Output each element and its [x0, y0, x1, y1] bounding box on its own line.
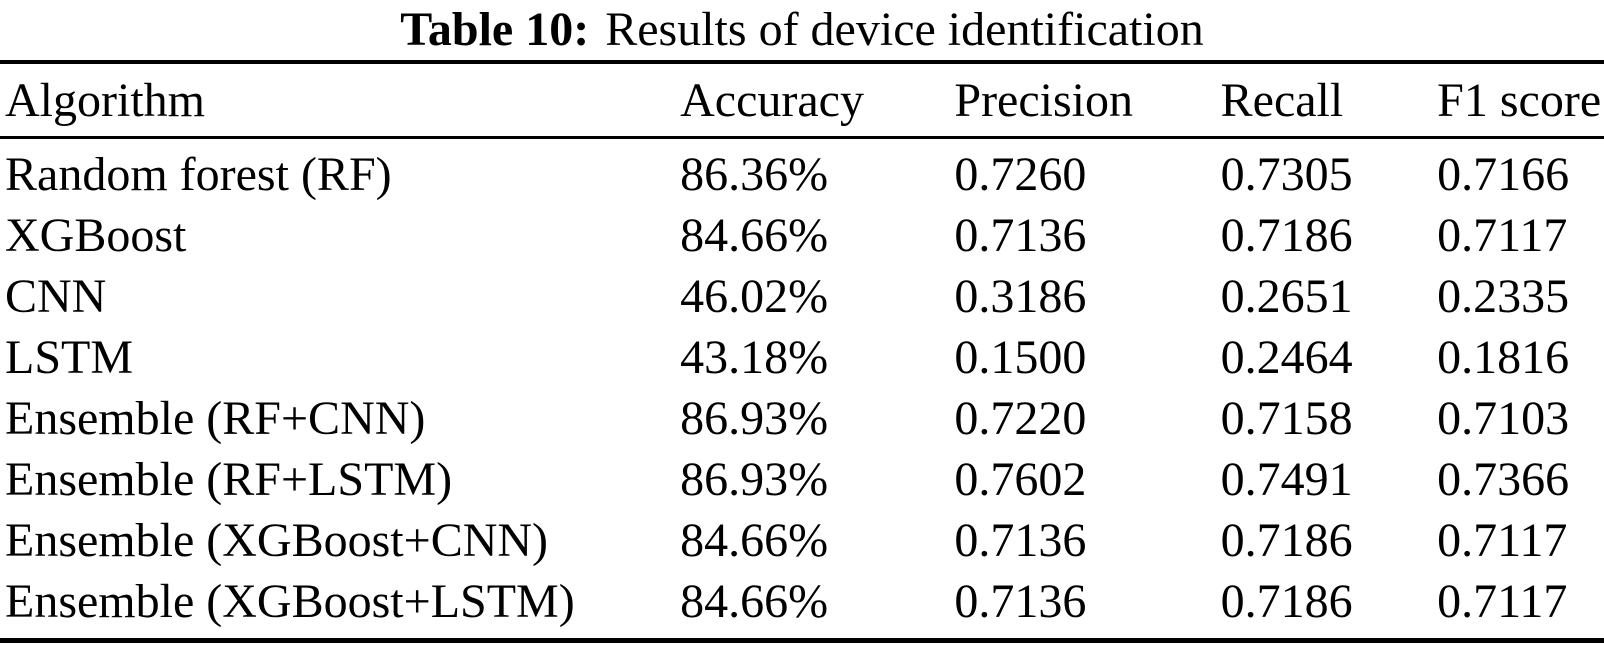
cell-accuracy: 46.02%: [680, 270, 829, 323]
cell-accuracy: 86.93%: [680, 392, 829, 445]
cell-accuracy: 43.18%: [680, 331, 829, 384]
table-row: LSTM 43.18% 0.1500 0.2464 0.1816: [0, 327, 1604, 388]
table-row: Random forest (RF) 86.36% 0.7260 0.7305 …: [0, 138, 1604, 206]
cell-precision: 0.7260: [954, 148, 1087, 201]
column-header-recall: Recall: [1220, 62, 1438, 139]
cell-algorithm: Random forest (RF): [5, 148, 392, 201]
column-header-accuracy: Accuracy: [680, 62, 955, 139]
column-header-precision: Precision: [954, 62, 1221, 139]
cell-f1-score: 0.7166: [1437, 148, 1570, 201]
table-row: Ensemble (RF+LSTM) 86.93% 0.7602 0.7491 …: [0, 449, 1604, 510]
cell-accuracy: 84.66%: [680, 514, 829, 567]
header-row: Algorithm Accuracy Precision Recall F1 s…: [0, 62, 1604, 139]
cell-precision: 0.7136: [954, 514, 1087, 567]
table-caption-text: Results of device identification: [605, 3, 1204, 56]
column-header-algorithm: Algorithm: [0, 62, 681, 139]
cell-f1-score: 0.1816: [1437, 331, 1570, 384]
cell-algorithm: LSTM: [5, 331, 134, 384]
cell-algorithm: Ensemble (XGBoost+LSTM): [5, 575, 575, 628]
cell-algorithm: Ensemble (RF+CNN): [5, 392, 426, 445]
cell-recall: 0.7158: [1220, 392, 1353, 445]
cell-precision: 0.7136: [954, 209, 1087, 262]
table-caption-label: Table 10:: [400, 3, 590, 56]
cell-precision: 0.7220: [954, 392, 1087, 445]
table-row: XGBoost 84.66% 0.7136 0.7186 0.7117: [0, 205, 1604, 266]
cell-accuracy: 84.66%: [680, 209, 829, 262]
cell-recall: 0.2651: [1220, 270, 1353, 323]
table-row: Ensemble (RF+CNN) 86.93% 0.7220 0.7158 0…: [0, 388, 1604, 449]
table-row: Ensemble (XGBoost+LSTM) 84.66% 0.7136 0.…: [0, 571, 1604, 641]
cell-precision: 0.1500: [954, 331, 1087, 384]
cell-recall: 0.7186: [1220, 209, 1353, 262]
cell-f1-score: 0.7366: [1437, 453, 1570, 506]
cell-recall: 0.7186: [1220, 575, 1353, 628]
cell-recall: 0.7186: [1220, 514, 1353, 567]
cell-accuracy: 86.93%: [680, 453, 829, 506]
table-row: Ensemble (XGBoost+CNN) 84.66% 0.7136 0.7…: [0, 510, 1604, 571]
table-caption: Table 10: Results of device identificatio…: [0, 0, 1604, 60]
cell-f1-score: 0.7103: [1437, 392, 1570, 445]
cell-precision: 0.7602: [954, 453, 1087, 506]
cell-f1-score: 0.7117: [1437, 575, 1568, 628]
cell-precision: 0.3186: [954, 270, 1087, 323]
cell-accuracy: 86.36%: [680, 148, 829, 201]
cell-recall: 0.2464: [1220, 331, 1353, 384]
cell-precision: 0.7136: [954, 575, 1087, 628]
cell-accuracy: 84.66%: [680, 575, 829, 628]
cell-algorithm: CNN: [5, 270, 107, 323]
cell-f1-score: 0.7117: [1437, 209, 1568, 262]
results-table: Algorithm Accuracy Precision Recall F1 s…: [0, 60, 1604, 643]
cell-f1-score: 0.7117: [1437, 514, 1568, 567]
cell-algorithm: Ensemble (XGBoost+CNN): [5, 514, 549, 567]
cell-recall: 0.7305: [1220, 148, 1353, 201]
table-row: CNN 46.02% 0.3186 0.2651 0.2335: [0, 266, 1604, 327]
cell-recall: 0.7491: [1220, 453, 1353, 506]
cell-algorithm: XGBoost: [5, 209, 187, 262]
cell-f1-score: 0.2335: [1437, 270, 1570, 323]
cell-algorithm: Ensemble (RF+LSTM): [5, 453, 453, 506]
column-header-f1-score: F1 score: [1437, 62, 1604, 139]
